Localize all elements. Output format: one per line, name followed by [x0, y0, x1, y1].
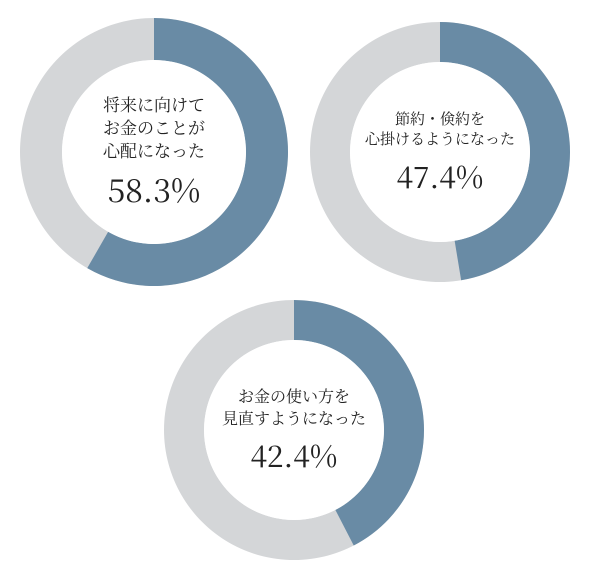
donut-label-line: 心配になった — [103, 139, 205, 162]
donut-label-line: お金のことが — [103, 116, 205, 139]
donut-label: 将来に向けてお金のことが心配になった — [103, 93, 205, 162]
chart-canvas: 将来に向けてお金のことが心配になった 58.3% 節約・倹約を心掛けるようになっ… — [0, 0, 600, 586]
donut-label: お金の使い方を見直すようになった — [222, 385, 366, 428]
donut-center-text: お金の使い方を見直すようになった 42.4% — [164, 300, 424, 560]
donut-frugality: 節約・倹約を心掛けるようになった 47.4% — [310, 22, 570, 282]
donut-value: 58.3% — [108, 168, 201, 211]
donut-label-line: 将来に向けて — [103, 93, 205, 116]
donut-center-text: 節約・倹約を心掛けるようになった 47.4% — [310, 22, 570, 282]
donut-value: 42.4% — [251, 434, 338, 475]
donut-label-line: 心掛けるようになった — [365, 129, 515, 149]
donut-value: 47.4% — [397, 155, 484, 196]
donut-label-line: 節約・倹約を — [365, 109, 515, 129]
donut-future-money: 将来に向けてお金のことが心配になった 58.3% — [20, 18, 288, 286]
donut-review-spending: お金の使い方を見直すようになった 42.4% — [164, 300, 424, 560]
donut-label-line: 見直すようになった — [222, 407, 366, 429]
donut-label: 節約・倹約を心掛けるようになった — [365, 109, 515, 150]
donut-center-text: 将来に向けてお金のことが心配になった 58.3% — [20, 18, 288, 286]
donut-label-line: お金の使い方を — [222, 385, 366, 407]
